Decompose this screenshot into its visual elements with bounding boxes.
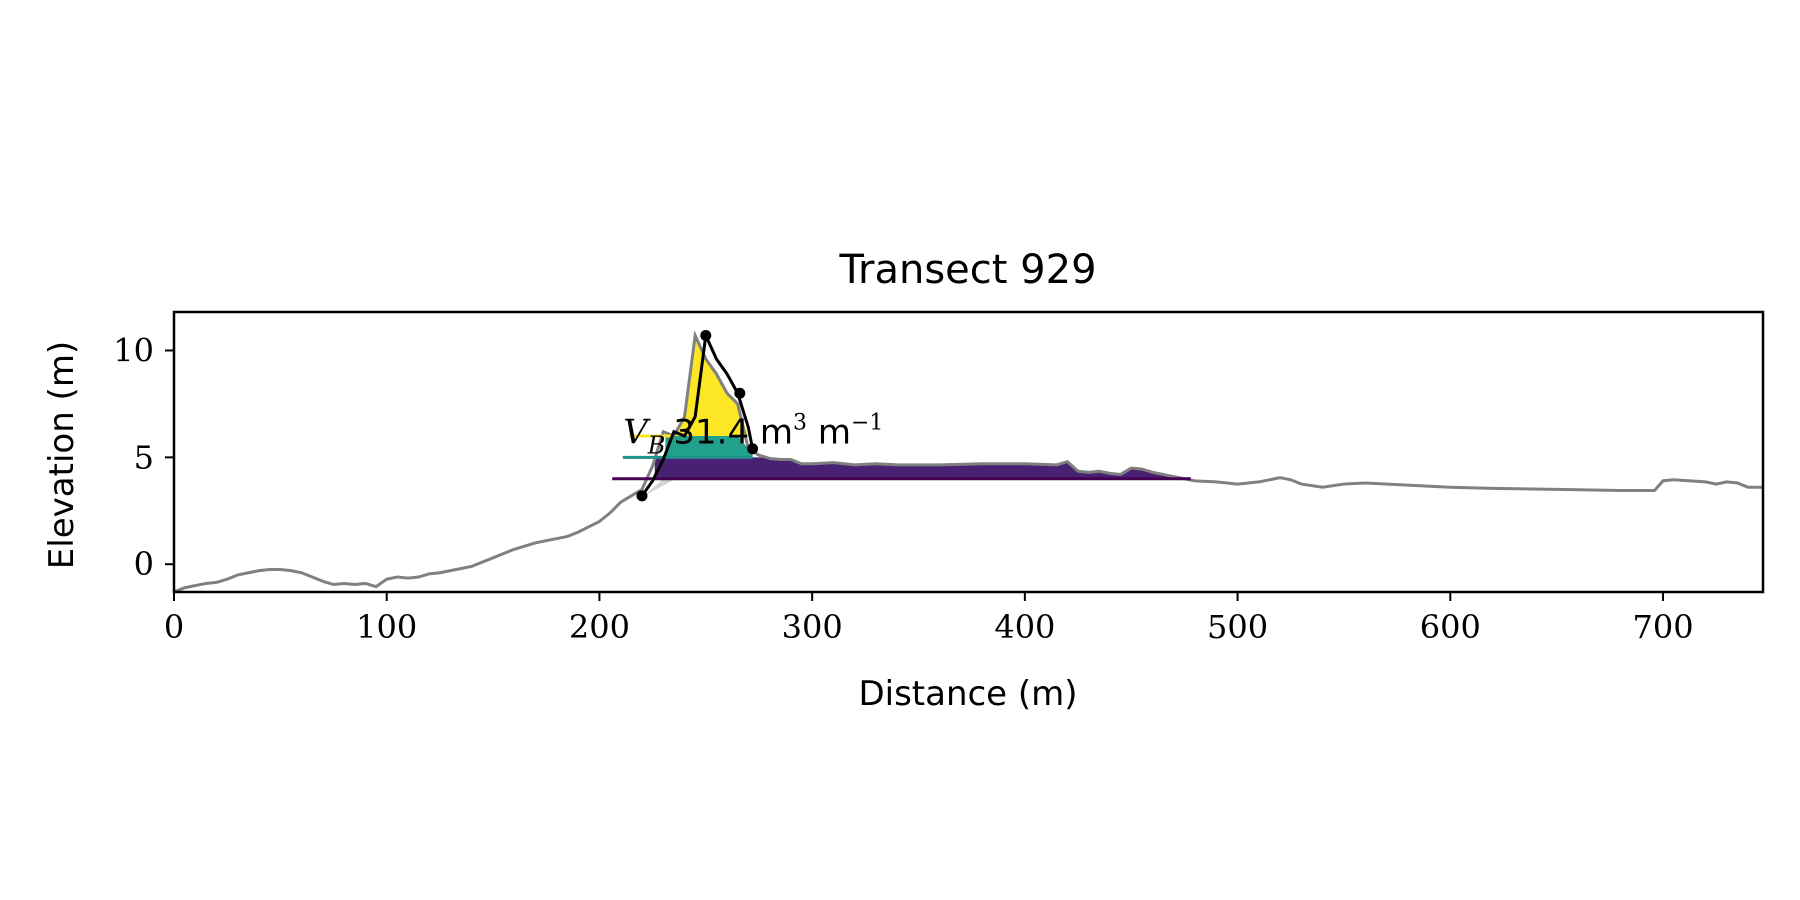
annotation-value: 31.4 m: [673, 413, 793, 453]
y-tick-label: 5: [134, 438, 154, 476]
volume-annotation: VB 31.4 m3 m−1: [623, 411, 883, 460]
annotation-symbol: V: [623, 413, 651, 453]
y-axis-label: Elevation (m): [42, 341, 82, 569]
dune-outline: [640, 330, 755, 497]
x-tick-label: 100: [356, 608, 417, 646]
x-axis-label: Distance (m): [858, 674, 1077, 714]
plot-area: [174, 330, 1763, 592]
toe-shadow: [644, 478, 677, 496]
x-tick-label: 600: [1420, 608, 1481, 646]
marker-2: [700, 330, 712, 342]
x-tick-label: 400: [994, 608, 1055, 646]
annotation-unit-superscript: 3: [793, 411, 807, 436]
teal-band: [665, 435, 753, 458]
plot-contents: [174, 330, 1763, 592]
x-tick-label: 200: [569, 608, 630, 646]
x-tick-label: 500: [1207, 608, 1268, 646]
chart-title: Transect 929: [838, 247, 1096, 293]
y-tick-label: 10: [113, 331, 154, 369]
annotation-unit-superscript-2: −1: [851, 411, 883, 436]
annotation-subscript: B: [647, 432, 666, 460]
x-tick-label: 700: [1632, 608, 1693, 646]
annotation-unit: m: [807, 413, 851, 453]
y-tick-label: 0: [134, 545, 154, 583]
x-tick-label: 0: [164, 608, 184, 646]
marker-3: [734, 387, 746, 399]
marker-4: [747, 443, 759, 455]
marker-1: [636, 490, 648, 502]
axis-ticks: 0 100 200 300 400 500 600 700 0 5 10: [113, 331, 1693, 646]
purple-band: [654, 457, 1187, 479]
yellow-band: [671, 335, 751, 436]
x-tick-label: 300: [782, 608, 843, 646]
plot-frame: [172, 310, 1765, 594]
profile-line: [174, 330, 1763, 592]
